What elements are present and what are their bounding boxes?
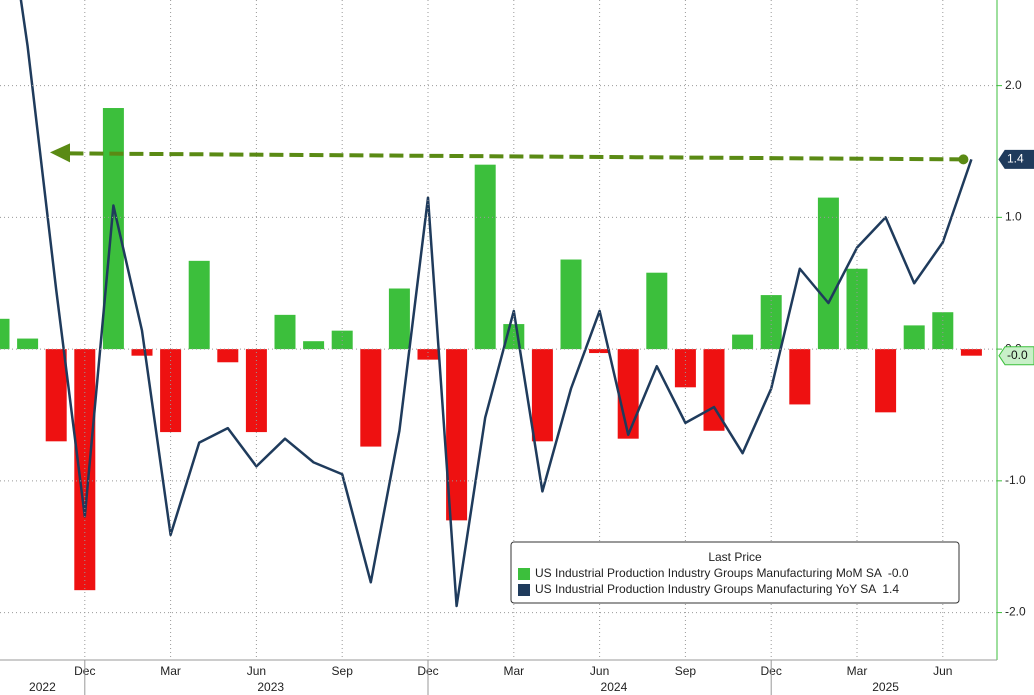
bar — [474, 164, 496, 350]
legend-box — [510, 541, 960, 604]
bar — [245, 349, 267, 433]
x-tick-label: Mar — [160, 664, 181, 678]
bar — [160, 349, 182, 433]
value-tag — [998, 346, 1034, 366]
x-tick-label: Jun — [933, 664, 952, 678]
bar — [589, 349, 611, 354]
y-tick-label: 2.0 — [1005, 78, 1022, 92]
x-tick-label: Sep — [675, 664, 697, 678]
bar — [531, 349, 553, 442]
bar — [131, 349, 153, 356]
y-tick-label: -2.0 — [1005, 605, 1026, 619]
last-value-arrow — [67, 151, 964, 162]
bar — [417, 349, 439, 360]
bar — [560, 259, 582, 350]
legend-name: US Industrial Production Industry Groups… — [535, 582, 876, 596]
x-group-label: 2025 — [872, 680, 899, 694]
value-tag-label: 1.4 — [1007, 152, 1024, 166]
legend-swatch — [518, 568, 530, 580]
x-tick-label: Mar — [847, 664, 868, 678]
bar — [789, 349, 811, 405]
bar — [102, 108, 124, 350]
legend-value: -0.0 — [888, 566, 909, 580]
bar — [331, 330, 353, 350]
bar — [303, 341, 325, 350]
bar — [388, 288, 410, 350]
bar — [217, 349, 239, 363]
x-tick-label: Jun — [247, 664, 266, 678]
bar — [875, 349, 897, 413]
legend-value: 1.4 — [882, 582, 899, 596]
bar — [74, 349, 96, 591]
x-tick-label: Sep — [332, 664, 354, 678]
bar — [760, 295, 782, 350]
y-tick-label: -1.0 — [1005, 473, 1026, 487]
bar — [732, 334, 754, 350]
x-group-label: 2024 — [601, 680, 628, 694]
bar — [188, 260, 210, 350]
bar — [274, 314, 296, 350]
legend: Last Price US Industrial Production Indus… — [510, 541, 960, 604]
x-group-label: 2022 — [29, 680, 56, 694]
arrow-dot — [958, 154, 969, 165]
bar — [646, 272, 668, 350]
legend-label: US Industrial Production Industry Groups… — [535, 582, 899, 596]
bar — [960, 349, 982, 356]
bar — [0, 318, 10, 350]
y-tick-label: 1.0 — [1005, 210, 1022, 224]
legend-label: US Industrial Production Industry Groups… — [535, 566, 909, 580]
bar — [817, 197, 839, 350]
x-tick-label: Jun — [590, 664, 609, 678]
legend-title: Last Price — [708, 550, 762, 564]
x-tick-label: Mar — [503, 664, 524, 678]
line — [19, 0, 973, 608]
arrow-head — [50, 143, 70, 163]
legend-name: US Industrial Production Industry Groups… — [535, 566, 882, 580]
bar — [45, 349, 67, 442]
bar — [446, 349, 468, 521]
x-group-label: 2023 — [257, 680, 284, 694]
bar — [903, 325, 925, 350]
value-tag — [998, 149, 1034, 169]
plot-area — [0, 0, 982, 608]
bar — [360, 349, 382, 447]
legend-swatch — [518, 584, 530, 596]
bar — [17, 338, 39, 350]
bar — [617, 349, 639, 439]
value-tag-label: -0.0 — [1007, 348, 1028, 362]
bar — [932, 312, 954, 350]
